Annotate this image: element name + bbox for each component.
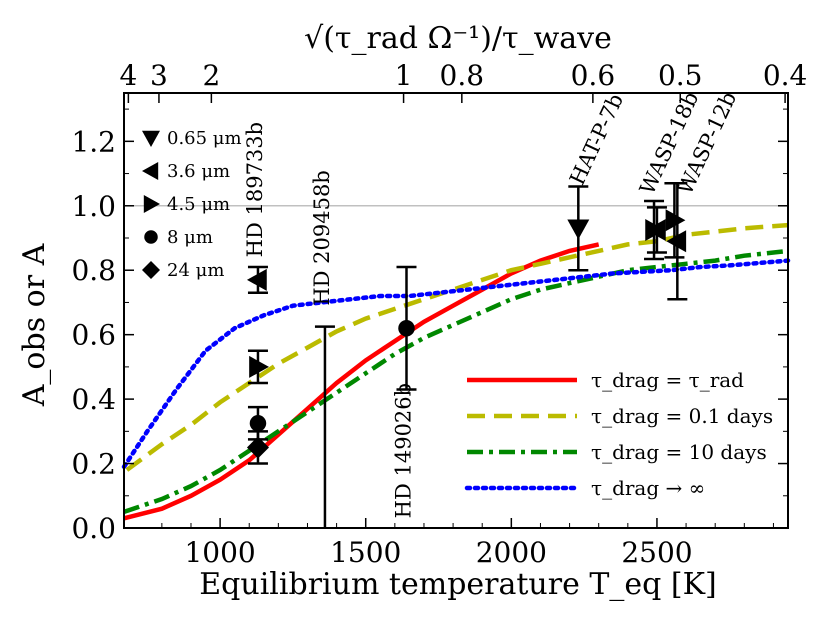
x-axis-title: Equilibrium temperature T_eq [K]: [199, 567, 716, 602]
legend-marker-label: 3.6 μm: [167, 161, 230, 182]
marker-legend-layer: 0.65 μm 3.6 μm 4.5 μm 8 μm 24 μm: [142, 128, 242, 281]
legend-label: τ_drag → ∞: [591, 476, 705, 500]
top-tick-label: 0.4: [763, 59, 808, 92]
top-tick-label: 3: [150, 59, 168, 92]
observation-6: [567, 185, 590, 272]
observation-1: [247, 405, 268, 441]
series-line-2: [123, 248, 789, 515]
y-axis-title: A_obs or A: [17, 243, 52, 407]
x-tick-label: 1000: [184, 536, 255, 569]
y-tick-label: 1.0: [71, 190, 116, 223]
y-tick-label: 0.8: [71, 254, 116, 287]
observation-2: [247, 349, 269, 385]
top-tick-label: 0.6: [571, 59, 616, 92]
legend-marker-label: 4.5 μm: [167, 194, 230, 215]
observations-layer: [246, 181, 688, 528]
y-tick-label: 0.0: [71, 512, 116, 545]
y-tick-label: 1.2: [71, 125, 116, 158]
top-tick-label: 0.5: [658, 59, 703, 92]
legend-marker: [142, 130, 160, 147]
y-tick-label: 0.4: [71, 383, 116, 416]
observation-5: [396, 265, 417, 391]
observation-8: [645, 206, 667, 254]
observation-4: [314, 325, 335, 528]
axes-frame-layer: 1000 1500 2000 2500 0.0 0.2 0.4 0.6 0.8 1.0 1.24 3 2…: [71, 59, 807, 569]
x-tick-label: 1500: [330, 536, 401, 569]
observation-marker: [246, 436, 269, 459]
legend-marker-label: 8 μm: [167, 227, 213, 248]
planet-label: HD 189733b: [243, 122, 267, 257]
observation-0: [246, 430, 269, 465]
observation-marker: [398, 319, 415, 337]
observation-10: [666, 181, 688, 301]
x-tick-label: 2000: [476, 536, 547, 569]
series-line-3: [121, 258, 791, 470]
y-tick-label: 0.2: [71, 448, 116, 481]
plot-frame: [123, 92, 789, 529]
observation-marker: [246, 268, 267, 291]
legend-marker: [144, 230, 158, 244]
x-tick-label: 2500: [621, 536, 692, 569]
observation-marker: [567, 219, 590, 240]
observation-marker: [645, 218, 666, 241]
planet-label: HD 209458b: [310, 170, 334, 305]
observation-marker: [249, 415, 267, 432]
top-tick-label: 2: [202, 59, 220, 92]
y-tick-label: 0.6: [71, 319, 116, 352]
legend-marker-label: 0.65 μm: [167, 128, 242, 149]
series-line-1: [125, 222, 789, 472]
observation-marker: [666, 230, 687, 253]
top-tick-label: 4: [119, 59, 137, 92]
planet-label: HAT-P-7b: [565, 90, 628, 189]
legend-label: τ_drag = τ_rad: [591, 368, 744, 392]
top-tick-label: 0.8: [440, 59, 485, 92]
legend-marker-label: 24 μm: [167, 260, 224, 281]
legend-label: τ_drag = 0.1 days: [591, 404, 773, 428]
legend-label: τ_drag = 10 days: [591, 440, 767, 464]
observation-marker: [249, 355, 269, 378]
observation-3: [246, 265, 268, 295]
legend-marker: [143, 195, 160, 213]
series-legend-layer: τ_drag = τ_rad τ_drag = 0.1 days τ_drag = …: [464, 368, 773, 500]
model-curves-layer: [121, 222, 791, 521]
observation-marker: [665, 209, 686, 232]
legend-marker: [142, 162, 159, 180]
legend-marker: [142, 261, 160, 279]
top-axis-title: √(τ_rad Ω⁻¹)/τ_wave: [304, 21, 612, 56]
planet-label: HD 149026b: [391, 383, 415, 518]
top-tick-label: 1: [395, 59, 413, 92]
